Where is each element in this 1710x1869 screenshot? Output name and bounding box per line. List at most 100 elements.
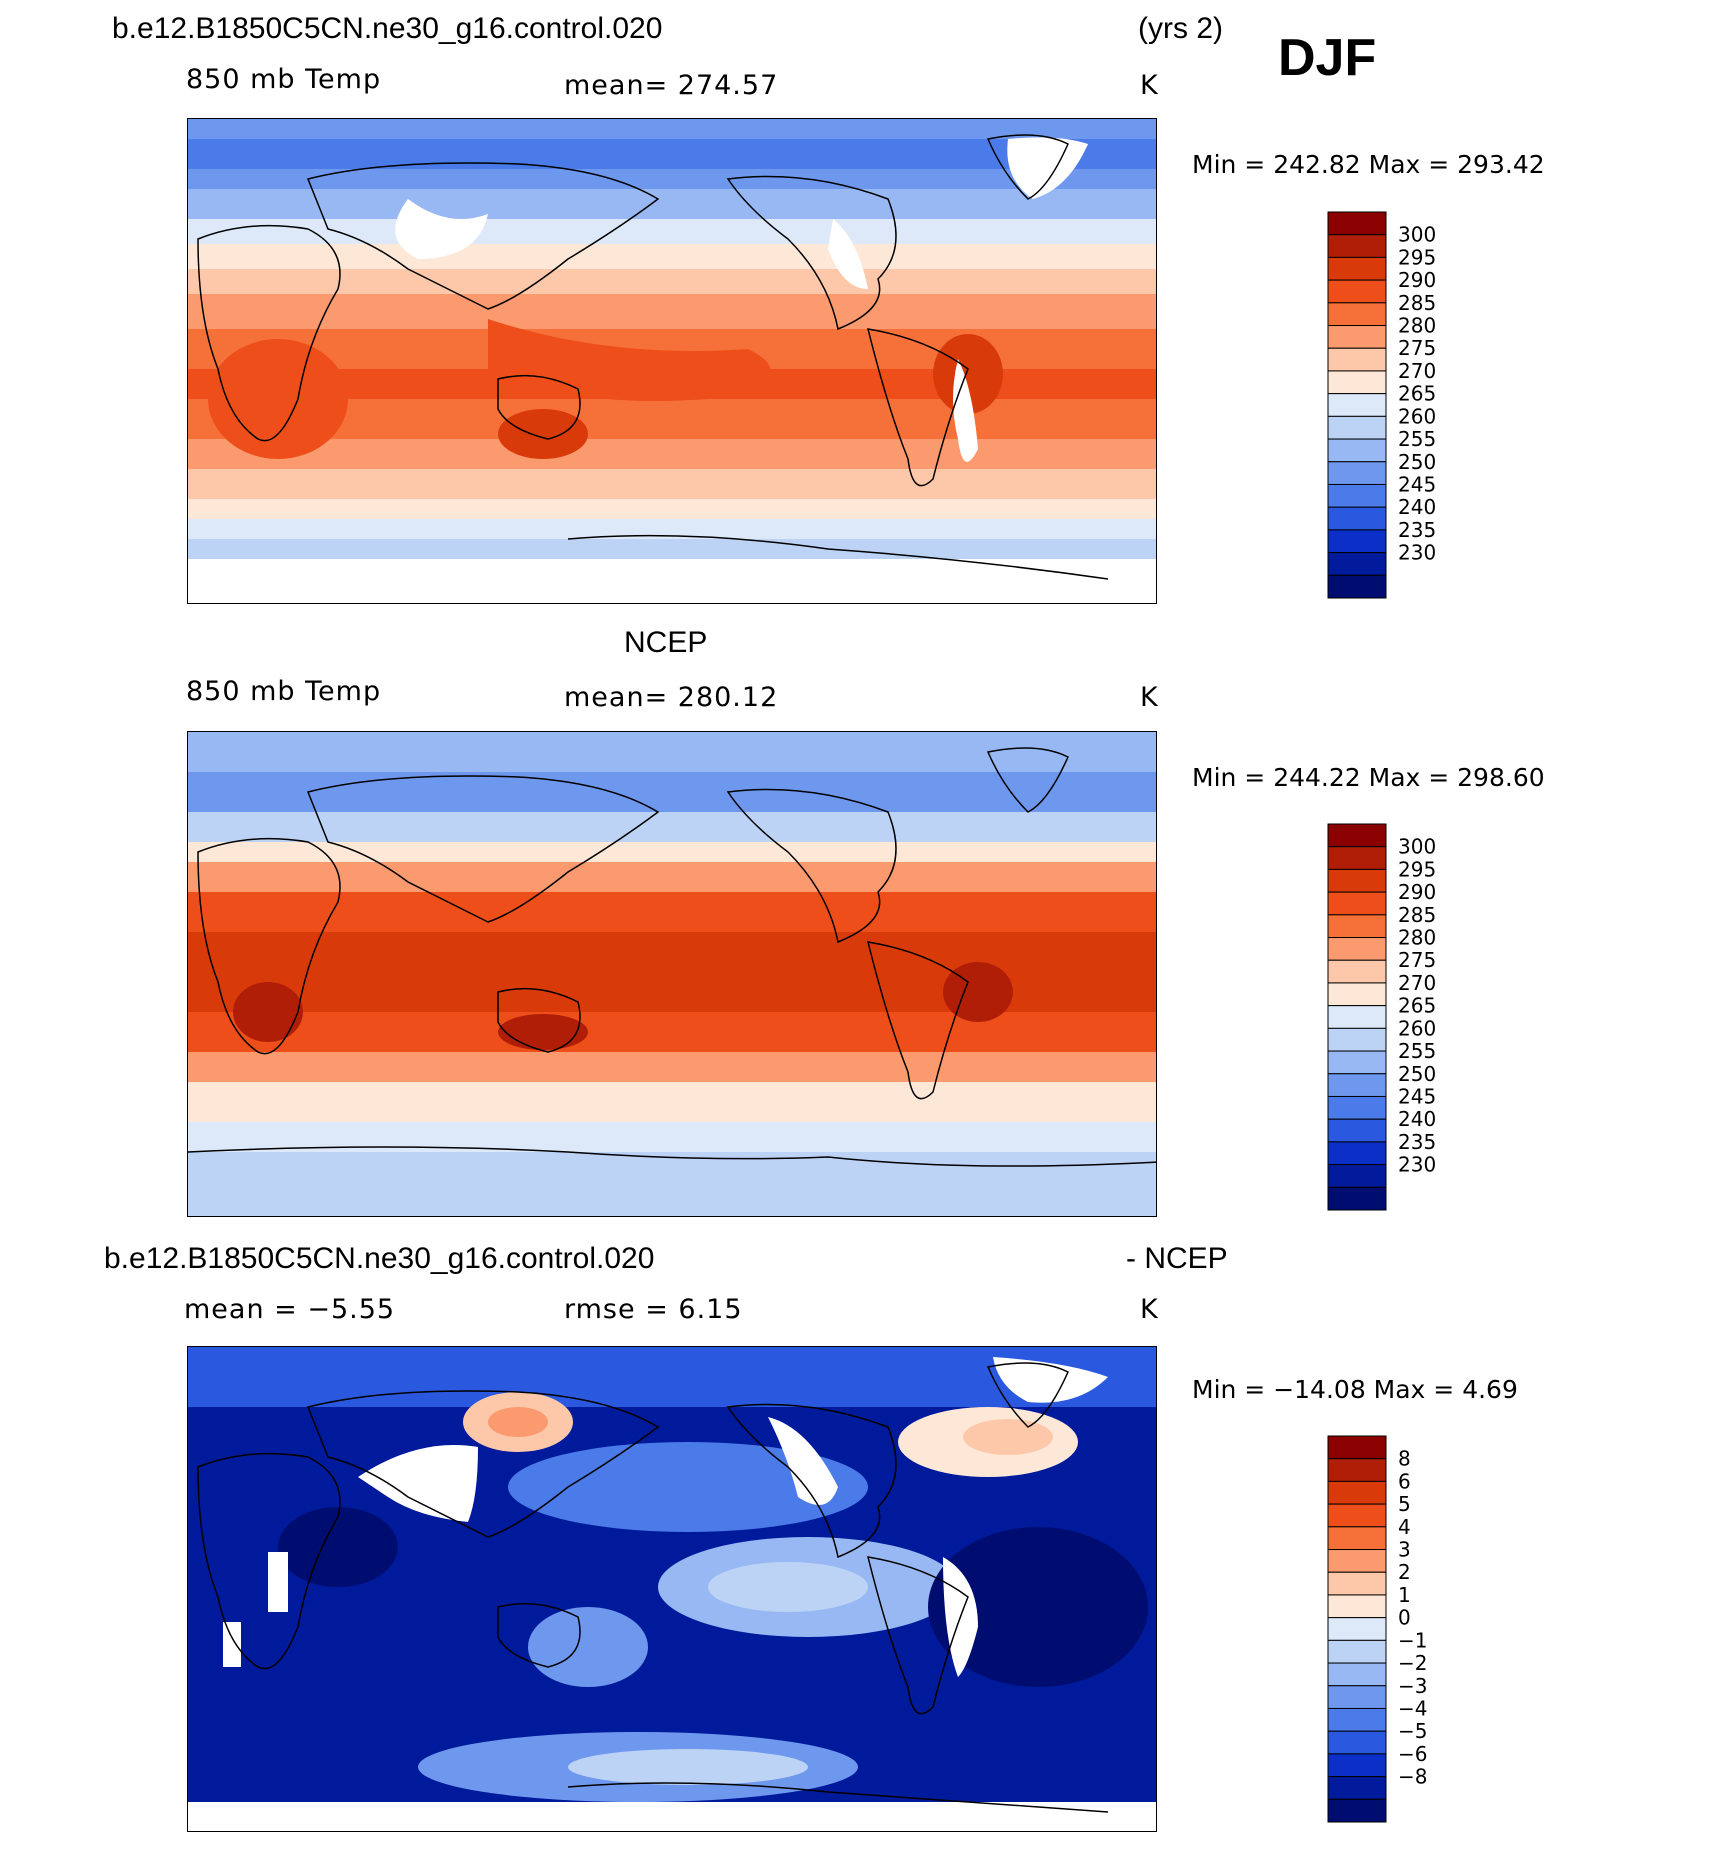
colorbar-swatch <box>1327 1141 1387 1166</box>
colorbar-swatch <box>1327 891 1387 916</box>
panel2-colorbar-svg: 3002952902852802752702652602552502452402… <box>1327 823 1436 1211</box>
colorbar-label: 1 <box>1398 1583 1411 1607</box>
colorbar-label: 280 <box>1398 926 1436 950</box>
colorbar-swatch <box>1327 982 1387 1007</box>
colorbar-swatch <box>1327 1685 1387 1709</box>
panel2-colorbar: 300 295 290 285 280 275 270 265 260 255 250 245 240 2… <box>1327 823 1448 1211</box>
colorbar-label: 3 <box>1398 1538 1411 1562</box>
colorbar-label: 245 <box>1398 472 1436 496</box>
panel3-units: K <box>1140 1294 1159 1325</box>
colorbar-swatch <box>1327 325 1387 349</box>
colorbar-swatch <box>1327 1594 1387 1619</box>
panel3-title-left: b.e12.B1850C5CN.ne30_g16.control.020 <box>104 1242 655 1275</box>
colorbar-label: −2 <box>1398 1651 1427 1675</box>
colorbar-swatch <box>1327 868 1387 893</box>
panel2-units: K <box>1140 682 1159 713</box>
colorbar-swatch <box>1327 914 1387 939</box>
panel3-rmse: rmse = 6.15 <box>564 1294 743 1325</box>
colorbar-swatch <box>1327 1798 1387 1823</box>
colorbar-label: 230 <box>1398 541 1436 565</box>
panel1-colorbar: 300 295 290 285 280 275 270 265 260 255 250 245 240 2… <box>1327 211 1448 599</box>
colorbar-label: 280 <box>1398 314 1436 338</box>
colorbar-label: 4 <box>1398 1515 1411 1539</box>
colorbar-label: 300 <box>1398 835 1436 859</box>
colorbar-label: 260 <box>1398 404 1436 428</box>
colorbar-label: 235 <box>1398 518 1436 542</box>
colorbar-swatch <box>1327 279 1387 304</box>
colorbar-swatch <box>1327 1753 1387 1778</box>
colorbar-label: −5 <box>1398 1719 1427 1743</box>
colorbar-swatch <box>1327 1617 1387 1641</box>
colorbar-label: 240 <box>1398 1107 1436 1131</box>
colorbar-swatch <box>1327 1639 1387 1664</box>
colorbar-label: 290 <box>1398 880 1436 904</box>
colorbar-label: 275 <box>1398 948 1436 972</box>
colorbar-label: 300 <box>1398 223 1436 247</box>
colorbar-label: 250 <box>1398 450 1436 474</box>
colorbar-label: 240 <box>1398 495 1436 519</box>
colorbar-swatch <box>1327 1005 1387 1029</box>
colorbar-label: 295 <box>1398 245 1436 269</box>
colorbar-swatch <box>1327 234 1387 258</box>
colorbar-swatch <box>1327 1662 1387 1687</box>
colorbar-swatch <box>1327 1707 1387 1732</box>
colorbar-swatch <box>1327 393 1387 417</box>
colorbar-swatch <box>1327 1027 1387 1052</box>
panel3-map-svg <box>188 1347 1156 1831</box>
colorbar-label: −3 <box>1398 1674 1427 1698</box>
panel1-map-svg <box>188 119 1156 603</box>
colorbar-label: 270 <box>1398 359 1436 383</box>
colorbar-label: 285 <box>1398 291 1436 315</box>
panel3-title-right: - NCEP <box>1126 1242 1228 1275</box>
colorbar-swatch <box>1327 211 1387 236</box>
colorbar-swatch <box>1327 959 1387 984</box>
colorbar-label: 6 <box>1398 1469 1411 1493</box>
colorbar-label: 270 <box>1398 971 1436 995</box>
colorbar-swatch <box>1327 461 1387 485</box>
colorbar-swatch <box>1327 1050 1387 1075</box>
season-label: DJF <box>1278 29 1377 87</box>
colorbar-swatch <box>1327 823 1387 848</box>
colorbar-swatch <box>1327 438 1387 463</box>
colorbar-swatch <box>1327 1571 1387 1596</box>
panel2-map <box>187 731 1157 1217</box>
years-label: (yrs 2) <box>1138 12 1223 45</box>
colorbar-swatch <box>1327 1526 1387 1551</box>
panel1-minmax: Min = 242.82 Max = 293.42 <box>1192 150 1545 179</box>
panel2-map-svg <box>188 732 1156 1216</box>
case-title: b.e12.B1850C5CN.ne30_g16.control.020 <box>112 12 663 45</box>
panel3-colorbar: 8 6 5 4 3 2 1 0 −1 −2 −3 −4 −5 −6 −8 <box>1327 1435 1448 1823</box>
colorbar-label: 0 <box>1398 1606 1411 1630</box>
panel2-minmax: Min = 244.22 Max = 298.60 <box>1192 763 1545 792</box>
panel2-variable: 850 mb Temp <box>186 676 382 707</box>
colorbar-label: 5 <box>1398 1492 1411 1516</box>
colorbar-swatch <box>1327 937 1387 961</box>
colorbar-label: 245 <box>1398 1084 1436 1108</box>
panel1-units: K <box>1140 70 1159 101</box>
colorbar-label: 255 <box>1398 1039 1436 1063</box>
colorbar-swatch <box>1327 574 1387 599</box>
colorbar-swatch <box>1327 1164 1387 1188</box>
colorbar-label: −8 <box>1398 1765 1427 1789</box>
panel1-mean: mean= 274.57 <box>564 70 779 101</box>
panel3-minmax: Min = −14.08 Max = 4.69 <box>1192 1375 1518 1404</box>
colorbar-swatch <box>1327 1095 1387 1120</box>
colorbar-swatch <box>1327 1073 1387 1097</box>
colorbar-swatch <box>1327 506 1387 531</box>
colorbar-label: 275 <box>1398 336 1436 360</box>
colorbar-label: −6 <box>1398 1742 1427 1766</box>
colorbar-swatch <box>1327 1118 1387 1143</box>
colorbar-swatch <box>1327 529 1387 554</box>
colorbar-swatch <box>1327 1730 1387 1755</box>
panel1-map <box>187 118 1157 604</box>
colorbar-label: 8 <box>1398 1447 1411 1471</box>
colorbar-label: 230 <box>1398 1153 1436 1177</box>
colorbar-label: 235 <box>1398 1130 1436 1154</box>
panel1-variable: 850 mb Temp <box>186 64 382 95</box>
panel3-mean: mean = −5.55 <box>184 1294 396 1325</box>
colorbar-swatch <box>1327 483 1387 508</box>
colorbar-label: 255 <box>1398 427 1436 451</box>
colorbar-swatch <box>1327 347 1387 372</box>
colorbar-swatch <box>1327 1458 1387 1482</box>
